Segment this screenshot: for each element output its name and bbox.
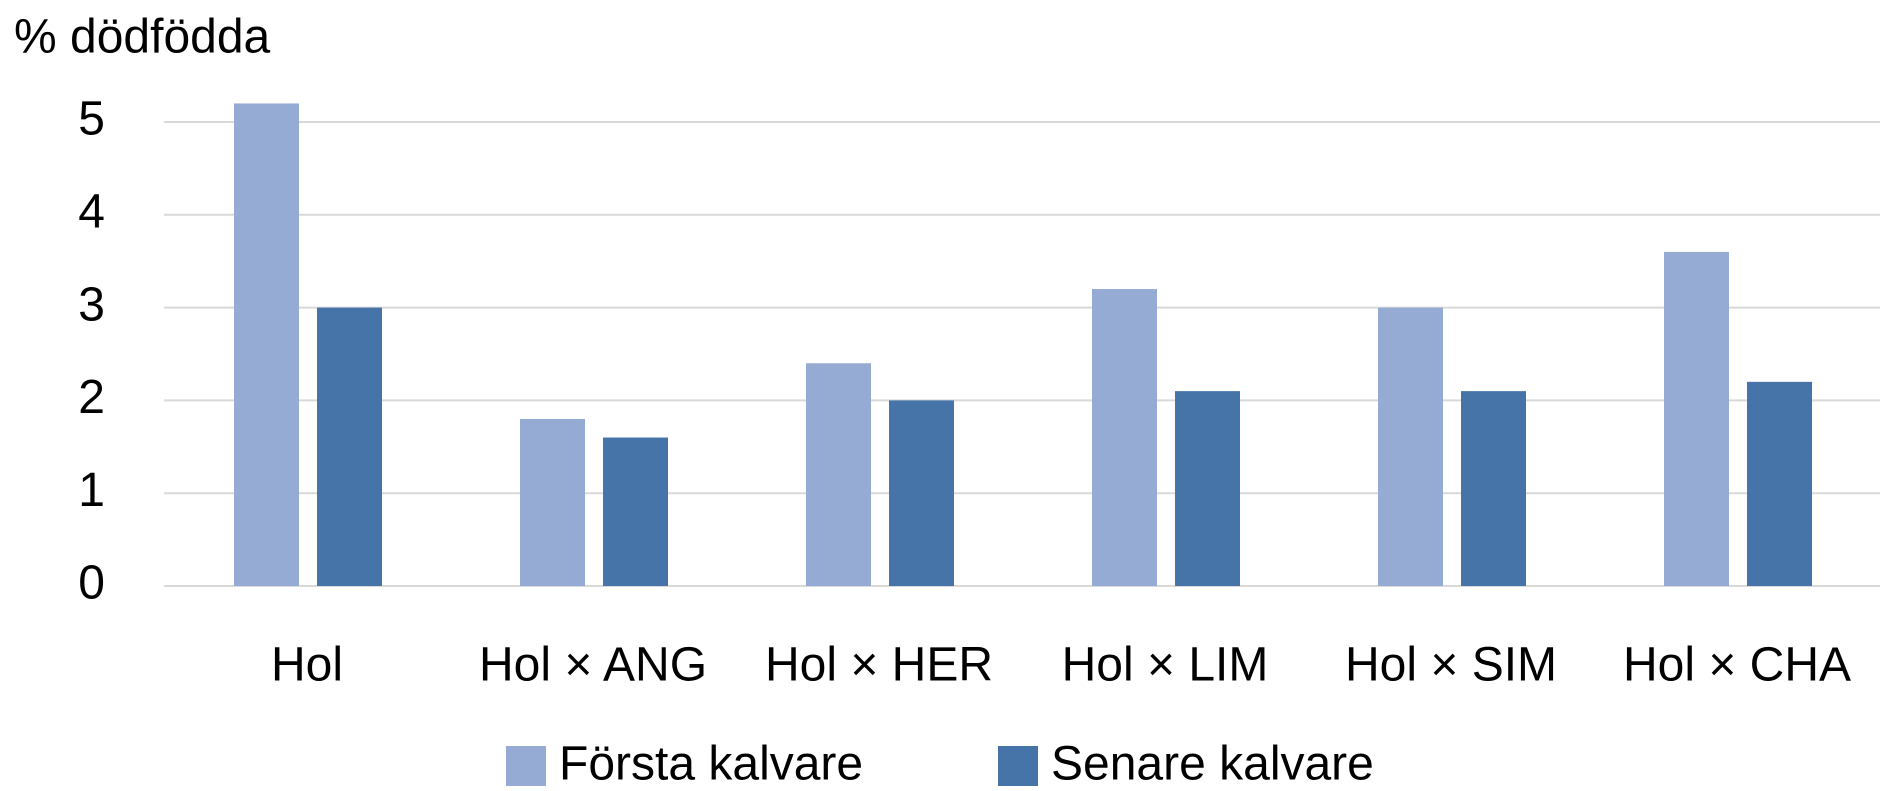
x-tick-label: Hol × SIM <box>1345 639 1557 692</box>
y-tick-label: 2 <box>78 371 105 424</box>
y-tick-label: 0 <box>78 557 105 610</box>
bar <box>1092 289 1157 586</box>
legend-swatch <box>998 746 1038 786</box>
bar <box>1747 381 1812 586</box>
legend-label: Första kalvare <box>559 738 863 791</box>
bar <box>889 400 954 586</box>
bar <box>1461 391 1526 586</box>
legend-swatch <box>506 746 546 786</box>
bar <box>520 418 585 586</box>
y-tick-label: 5 <box>78 93 105 146</box>
bar <box>603 437 668 586</box>
bar <box>1664 251 1729 587</box>
legend-label: Senare kalvare <box>1051 738 1374 791</box>
bar <box>806 363 871 586</box>
y-tick-label: 3 <box>78 278 105 331</box>
x-tick-label: Hol × LIM <box>1062 639 1269 692</box>
chart-title: % dödfödda <box>14 11 271 64</box>
bar <box>1175 391 1240 586</box>
bar <box>317 307 382 586</box>
y-tick-label: 4 <box>78 185 105 238</box>
bar <box>1378 307 1443 586</box>
y-tick-label: 1 <box>78 464 105 517</box>
x-tick-label: Hol <box>271 639 343 692</box>
x-tick-label: Hol × HER <box>765 639 993 692</box>
bar <box>234 103 299 586</box>
x-tick-label: Hol × ANG <box>479 639 707 692</box>
x-tick-label: Hol × CHA <box>1623 639 1851 692</box>
